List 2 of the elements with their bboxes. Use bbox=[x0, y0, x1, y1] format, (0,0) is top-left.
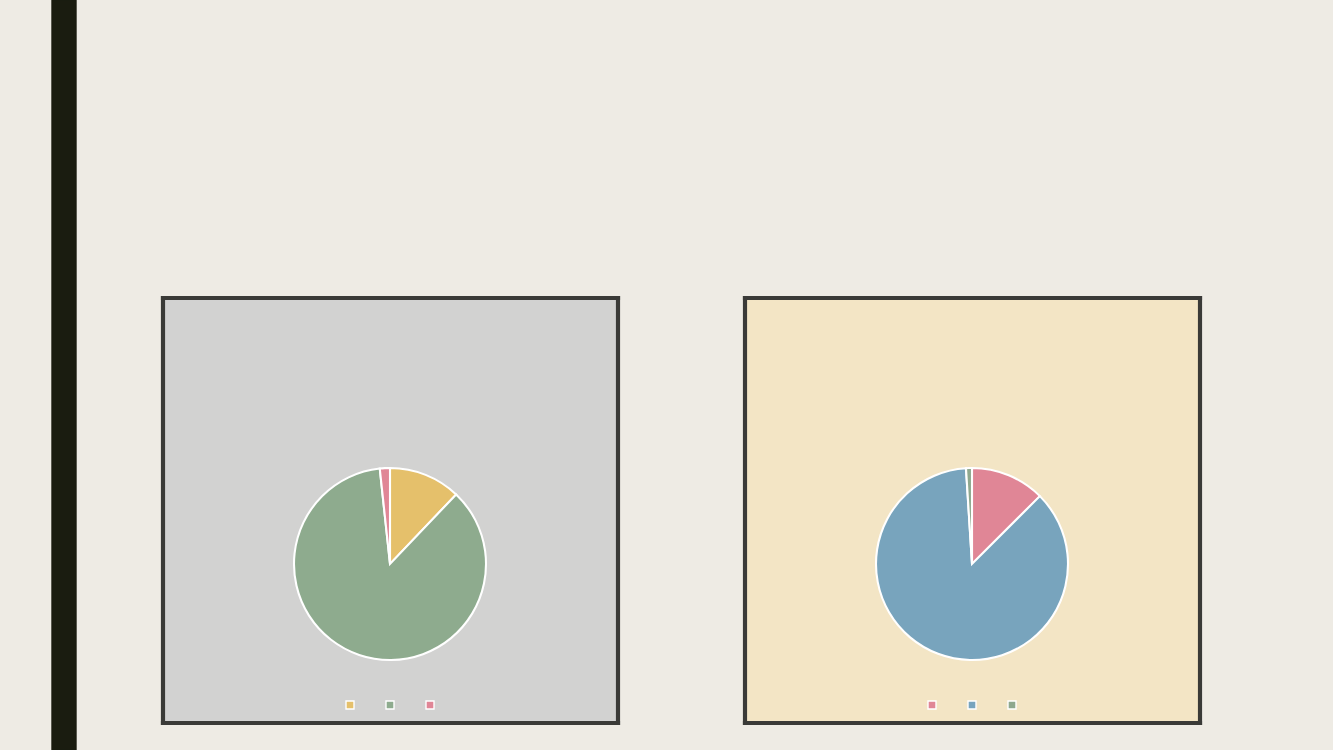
pie-slice bbox=[874, 467, 1070, 662]
pie-slice bbox=[292, 467, 488, 662]
